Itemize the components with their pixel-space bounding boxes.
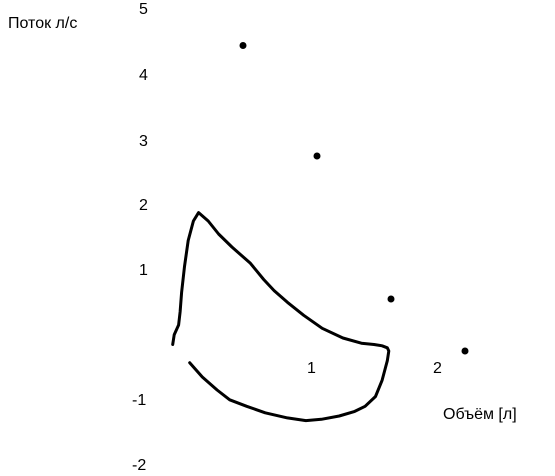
y-tick-label: 1 (139, 262, 148, 279)
x-tick-label: 1 (307, 360, 316, 377)
data-point (387, 295, 395, 303)
y-axis-label: Поток л/с (8, 15, 77, 32)
data-point (239, 42, 247, 49)
x-axis-label: Объём [л] (443, 406, 517, 423)
x-tick-label: 2 (433, 360, 442, 377)
y-tick-label: 5 (139, 1, 148, 18)
data-point (461, 347, 469, 355)
data-point (313, 152, 321, 160)
y-tick-label: 2 (139, 197, 148, 214)
y-tick-label: 3 (139, 133, 148, 150)
y-tick-label: -2 (132, 457, 146, 474)
data-points (239, 42, 469, 355)
y-tick-label: 4 (139, 67, 148, 84)
flow-volume-loop (171, 211, 391, 423)
y-tick-label: -1 (132, 392, 146, 409)
